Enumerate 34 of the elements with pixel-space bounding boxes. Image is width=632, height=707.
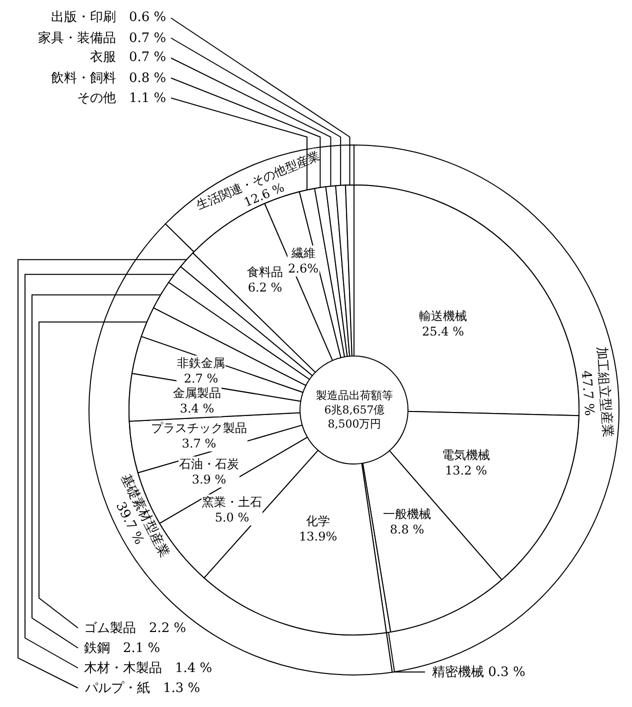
slice-label: 家具・装備品 0.7 % — [38, 30, 166, 46]
data-label: 13.9% — [299, 530, 338, 544]
slice-label: その他 1.1 % — [77, 91, 166, 106]
data-label: 25.4 % — [422, 324, 464, 339]
slice-label: 電気機械 — [442, 448, 490, 462]
slice-label: 繊維 — [290, 246, 316, 260]
slice-label: 衣服 0.7 % — [90, 50, 166, 65]
data-label: 5.0 % — [214, 510, 250, 525]
data-label: 47.7 % — [578, 370, 596, 416]
slice-label: 鉄鋼 2.1 % — [84, 641, 160, 656]
slice-label: ゴム製品 2.2 % — [84, 621, 186, 636]
data-label: 3.7 % — [182, 436, 216, 451]
data-label: 3.9 % — [192, 472, 226, 487]
slice-label: 金属製品 — [173, 386, 221, 400]
slice-label: 窯業・土石 — [202, 495, 262, 509]
slice-label: 非鉄金属 — [177, 356, 225, 370]
data-label: 2.6% — [288, 262, 318, 276]
text: 製造品出荷額等 6兆8,657億 8,500万円 — [316, 389, 393, 431]
slice-label: 石油・石炭 — [179, 457, 239, 471]
slice-label: 木材・木製品 1.4 % — [84, 661, 212, 676]
data-label: 3.4 % — [180, 402, 214, 416]
data-label: 6.2 % — [248, 280, 282, 295]
data-label: 13.2 % — [445, 464, 487, 478]
data-label: 2.7 % — [184, 372, 218, 386]
slice-label: 化学 — [306, 514, 330, 528]
slice-label: 一般機械 — [383, 507, 431, 521]
slice-label: 精密機械 0.3 % — [432, 665, 526, 680]
slice-label: プラスチック製品 — [151, 421, 247, 435]
slice-label: 食料品 — [247, 265, 283, 279]
slice-label: 飲料・飼料 0.8 % — [51, 71, 166, 86]
slice-label: 出版・印刷 0.6 % — [51, 10, 166, 25]
slice-label: 輸送機械 — [419, 309, 467, 323]
slice-label: パルプ・紙 1.3 % — [84, 681, 200, 696]
data-label: 8.8 % — [390, 522, 424, 537]
